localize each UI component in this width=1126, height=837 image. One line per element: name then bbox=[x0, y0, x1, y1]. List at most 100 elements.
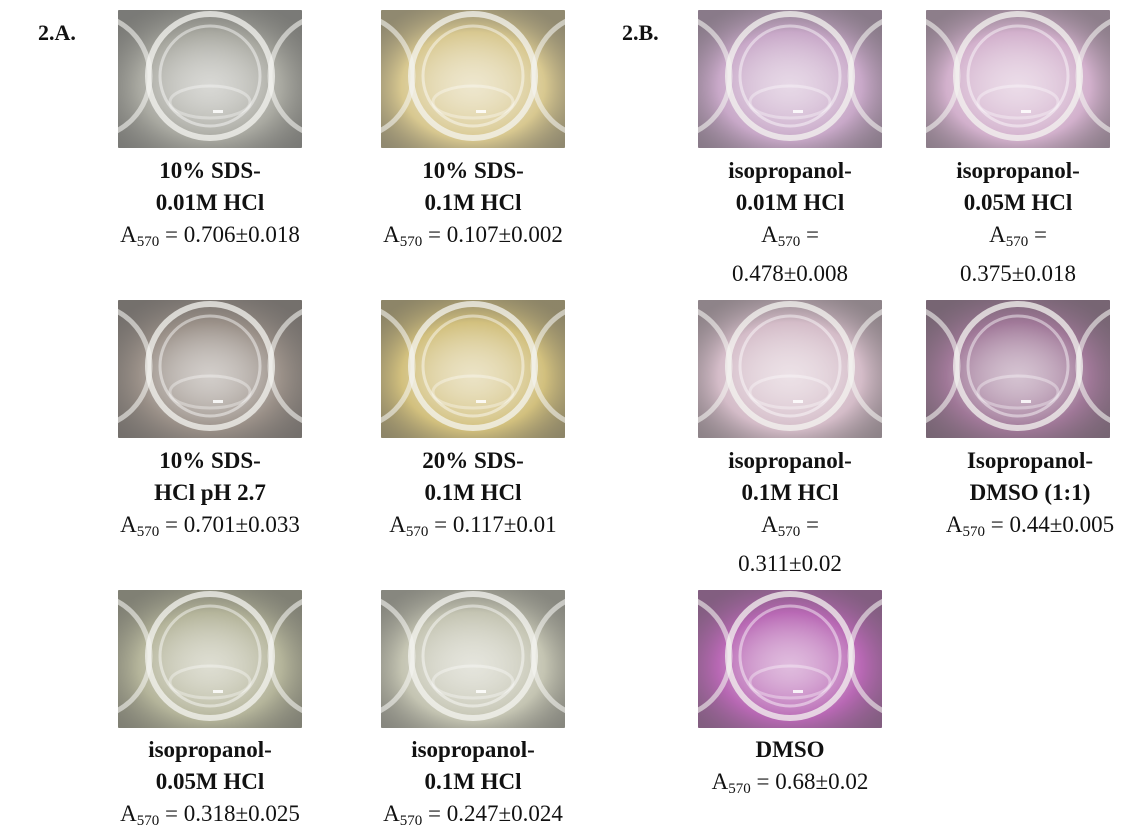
absorbance-symbol: A bbox=[761, 512, 778, 537]
absorbance-value: A570 = bbox=[670, 219, 910, 258]
solvent-name: 10% SDS- bbox=[159, 448, 261, 473]
absorbance-symbol: A bbox=[383, 801, 400, 826]
absorbance-value: A570 = 0.117±0.01 bbox=[353, 509, 593, 548]
equals-sign: = bbox=[800, 512, 819, 537]
solvent-concentration: 0.1M HCl bbox=[424, 480, 522, 505]
absorbance-value: A570 = bbox=[670, 509, 910, 548]
solvent-concentration: 0.01M HCl bbox=[155, 190, 265, 215]
solvent-concentration: 0.1M HCl bbox=[424, 769, 522, 794]
caption-a6: isopropanol- 0.1M HCl A570 = 0.247±0.024 bbox=[353, 734, 593, 837]
solvent-concentration: 0.05M HCl bbox=[155, 769, 265, 794]
absorbance-symbol: A bbox=[383, 222, 400, 247]
absorbance-number: 0.107±0.002 bbox=[446, 222, 563, 247]
well-photo-a5 bbox=[118, 590, 302, 728]
equals-sign: = bbox=[422, 801, 447, 826]
solvent-name: isopropanol- bbox=[728, 158, 852, 183]
caption-b4: Isopropanol- DMSO (1:1) A570 = 0.44±0.005 bbox=[910, 445, 1126, 548]
solvent-concentration: 0.05M HCl bbox=[963, 190, 1073, 215]
absorbance-subscript: 570 bbox=[777, 524, 801, 540]
absorbance-subscript: 570 bbox=[399, 813, 423, 829]
absorbance-symbol: A bbox=[989, 222, 1006, 247]
equals-sign: = bbox=[985, 512, 1010, 537]
caption-b5: DMSO A570 = 0.68±0.02 bbox=[670, 734, 910, 805]
well-photo-b4 bbox=[926, 300, 1110, 438]
well-photo-a1 bbox=[118, 10, 302, 148]
absorbance-value: A570 = bbox=[898, 219, 1126, 258]
absorbance-number: 0.44±0.005 bbox=[1009, 512, 1115, 537]
well-photo-a2 bbox=[381, 10, 565, 148]
absorbance-value: A570 = 0.701±0.033 bbox=[90, 509, 330, 548]
panel-label-2b: 2.B. bbox=[622, 20, 659, 45]
caption-a2: 10% SDS- 0.1M HCl A570 = 0.107±0.002 bbox=[353, 155, 593, 258]
solvent-name: DMSO bbox=[755, 737, 825, 762]
equals-sign: = bbox=[159, 222, 184, 247]
equals-sign: = bbox=[159, 512, 184, 537]
caption-b3: isopropanol- 0.1M HCl A570 = 0.311±0.02 bbox=[670, 445, 910, 580]
caption-a4: 20% SDS- 0.1M HCl A570 = 0.117±0.01 bbox=[353, 445, 593, 548]
absorbance-value: A570 = 0.107±0.002 bbox=[353, 219, 593, 258]
equals-sign: = bbox=[159, 801, 184, 826]
absorbance-symbol: A bbox=[389, 512, 406, 537]
solvent-name: 20% SDS- bbox=[422, 448, 524, 473]
absorbance-symbol: A bbox=[761, 222, 778, 247]
absorbance-number: 0.117±0.01 bbox=[452, 512, 557, 537]
absorbance-subscript: 570 bbox=[1005, 234, 1029, 250]
well-photo-b1 bbox=[698, 10, 882, 148]
solvent-name: isopropanol- bbox=[956, 158, 1080, 183]
equals-sign: = bbox=[428, 512, 453, 537]
absorbance-number: 0.375±0.018 bbox=[959, 261, 1077, 286]
well-photo-b2 bbox=[926, 10, 1110, 148]
equals-sign: = bbox=[750, 769, 776, 794]
absorbance-subscript: 570 bbox=[399, 234, 423, 250]
absorbance-symbol: A bbox=[945, 512, 963, 537]
well-photo-a6 bbox=[381, 590, 565, 728]
solvent-concentration: 0.01M HCl bbox=[735, 190, 845, 215]
solvent-name: isopropanol- bbox=[728, 448, 852, 473]
absorbance-value: A570 = 0.44±0.005 bbox=[910, 509, 1126, 548]
well-photo-a3 bbox=[118, 300, 302, 438]
caption-a5: isopropanol- 0.05M HCl A570 = 0.318±0.025 bbox=[90, 734, 330, 837]
absorbance-symbol: A bbox=[120, 512, 137, 537]
absorbance-symbol: A bbox=[711, 769, 729, 794]
absorbance-value: A570 = 0.318±0.025 bbox=[90, 798, 330, 837]
caption-a3: 10% SDS- HCl pH 2.7 A570 = 0.701±0.033 bbox=[90, 445, 330, 548]
well-photo-b5 bbox=[698, 590, 882, 728]
absorbance-subscript: 570 bbox=[728, 781, 751, 797]
absorbance-subscript: 570 bbox=[777, 234, 801, 250]
absorbance-value: A570 = 0.706±0.018 bbox=[90, 219, 330, 258]
absorbance-subscript: 570 bbox=[405, 524, 429, 540]
solvent-name: 10% SDS- bbox=[159, 158, 261, 183]
equals-sign: = bbox=[1028, 222, 1047, 247]
absorbance-value: A570 = 0.68±0.02 bbox=[670, 766, 910, 805]
solvent-name: isopropanol- bbox=[411, 737, 535, 762]
absorbance-number: 0.68±0.02 bbox=[775, 769, 869, 794]
equals-sign: = bbox=[422, 222, 447, 247]
solvent-concentration: HCl pH 2.7 bbox=[154, 480, 266, 505]
absorbance-number: 0.706±0.018 bbox=[183, 222, 300, 247]
caption-b2: isopropanol- 0.05M HCl A570 = 0.375±0.018 bbox=[898, 155, 1126, 290]
solvent-name: 10% SDS- bbox=[422, 158, 524, 183]
solvent-concentration: 0.1M HCl bbox=[424, 190, 522, 215]
absorbance-subscript: 570 bbox=[962, 524, 986, 540]
panel-label-2a: 2.A. bbox=[38, 20, 76, 45]
solvent-name: isopropanol- bbox=[148, 737, 272, 762]
absorbance-number: 0.701±0.033 bbox=[183, 512, 300, 537]
absorbance-subscript: 570 bbox=[136, 813, 160, 829]
solvent-concentration: DMSO (1:1) bbox=[969, 480, 1091, 505]
absorbance-subscript: 570 bbox=[136, 524, 160, 540]
absorbance-symbol: A bbox=[120, 801, 137, 826]
well-photo-b3 bbox=[698, 300, 882, 438]
absorbance-number: 0.478±0.008 bbox=[731, 261, 849, 286]
absorbance-value: A570 = 0.247±0.024 bbox=[353, 798, 593, 837]
absorbance-number: 0.247±0.024 bbox=[446, 801, 563, 826]
solvent-concentration: 0.1M HCl bbox=[741, 480, 839, 505]
absorbance-subscript: 570 bbox=[136, 234, 160, 250]
solvent-name: Isopropanol- bbox=[966, 448, 1094, 473]
absorbance-number: 0.311±0.02 bbox=[738, 551, 842, 576]
absorbance-symbol: A bbox=[120, 222, 137, 247]
caption-b1: isopropanol- 0.01M HCl A570 = 0.478±0.008 bbox=[670, 155, 910, 290]
absorbance-number: 0.318±0.025 bbox=[183, 801, 300, 826]
equals-sign: = bbox=[800, 222, 819, 247]
caption-a1: 10% SDS- 0.01M HCl A570 = 0.706±0.018 bbox=[90, 155, 330, 258]
well-photo-a4 bbox=[381, 300, 565, 438]
